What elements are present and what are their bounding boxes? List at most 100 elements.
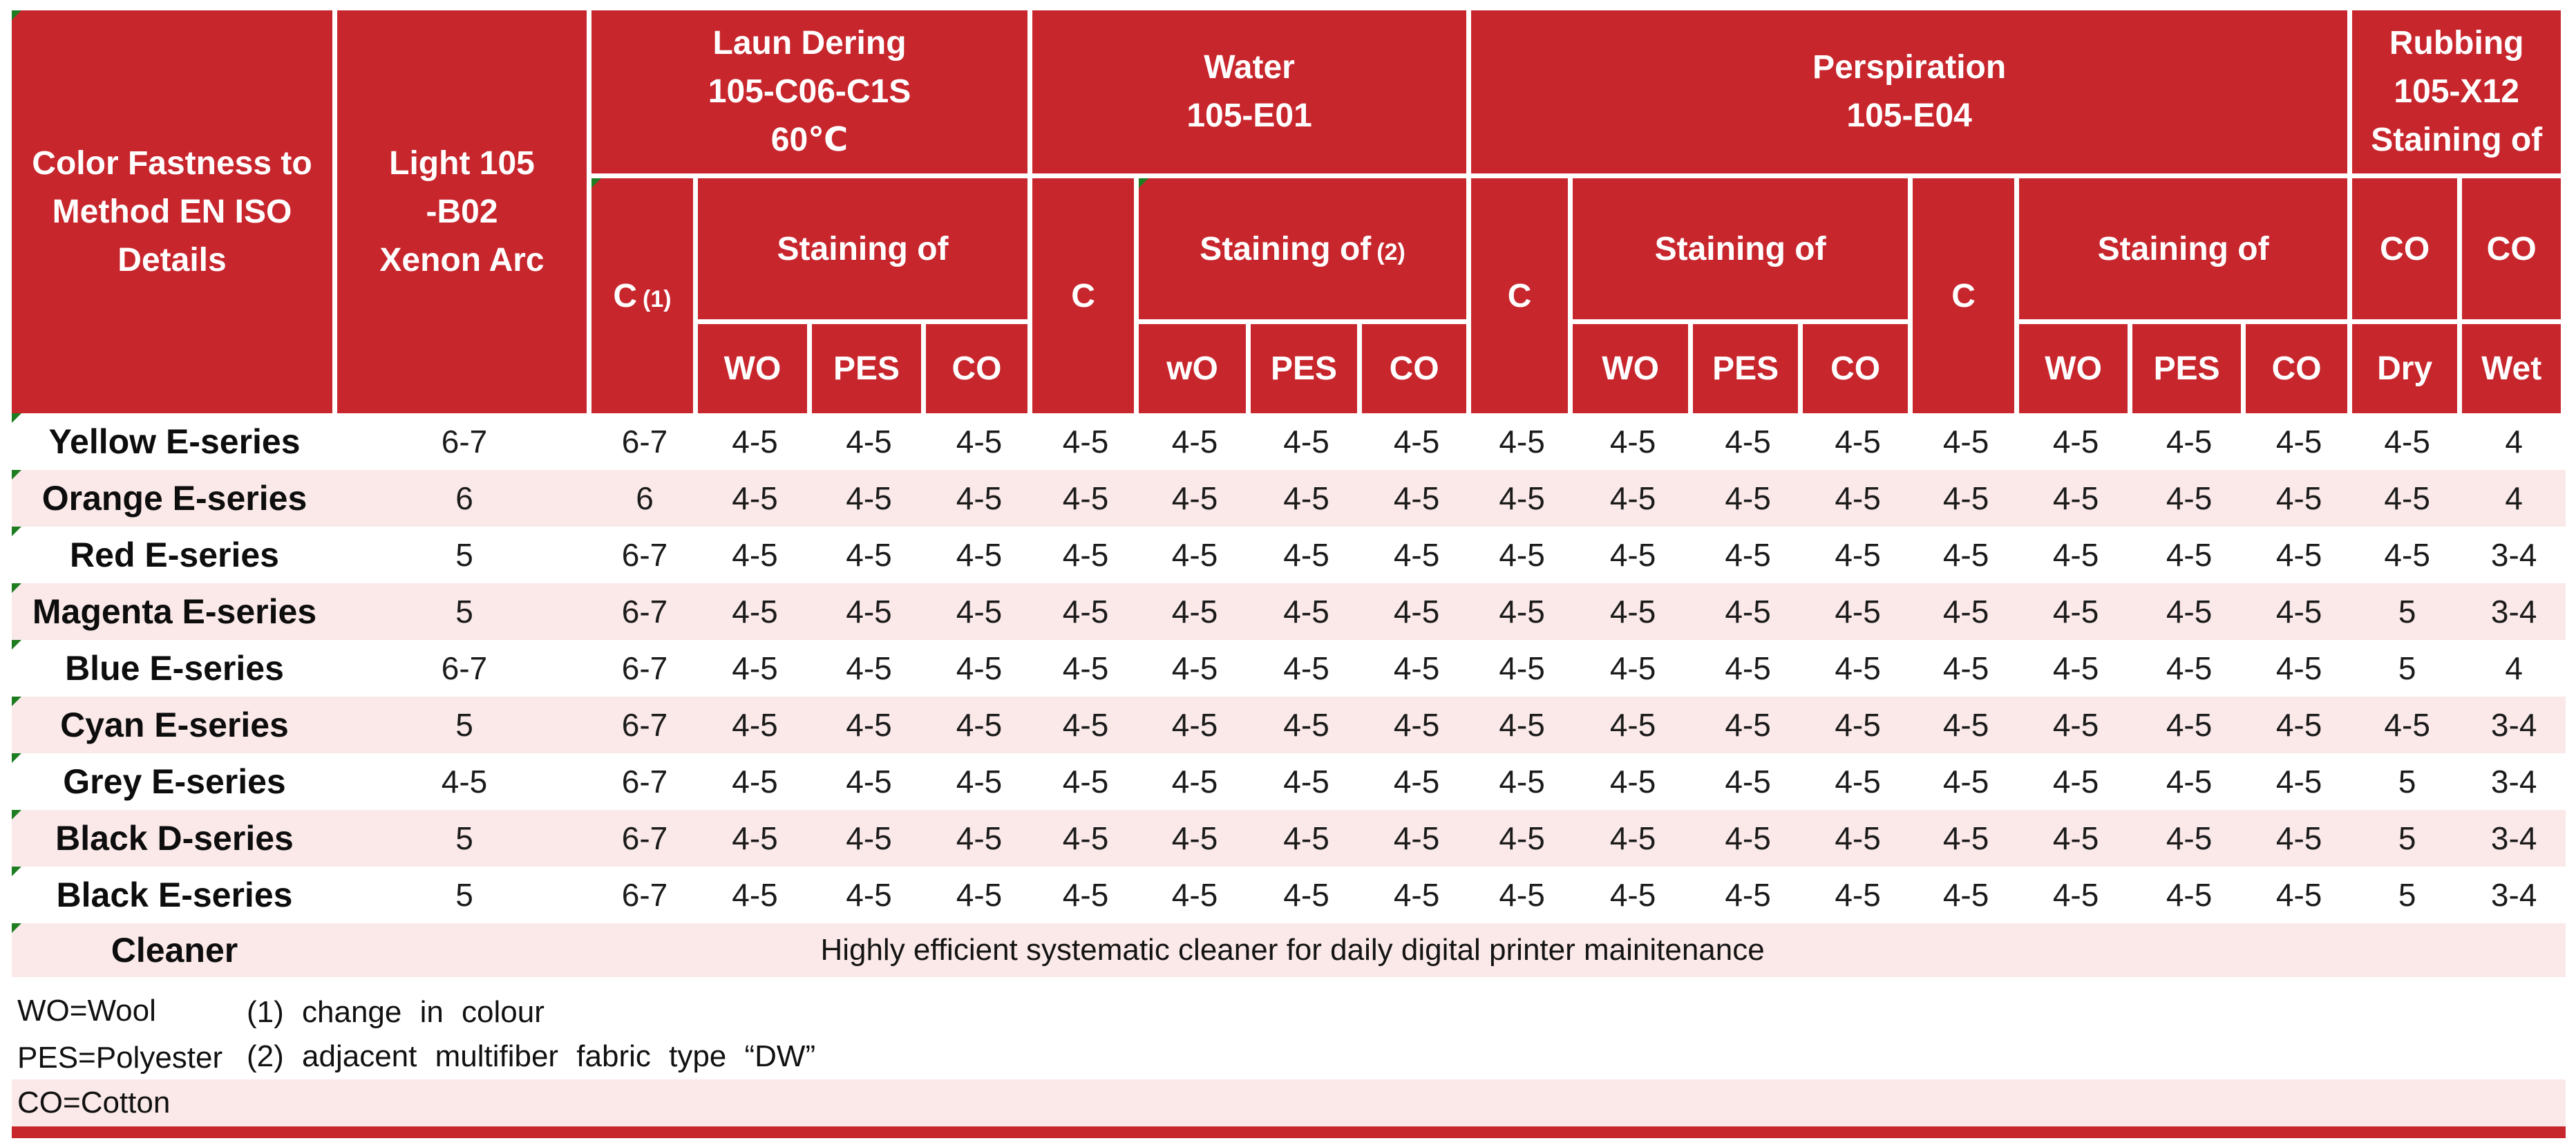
table-row: Black D-series 5 6-7 4-5 4-5 4-5 4-5 4-5 4-5 4-5 4…: [12, 810, 2566, 867]
grade-cell: 4-5: [956, 480, 1003, 516]
grade-cell: 4-5: [1942, 424, 1989, 460]
grade-cell: 4-5: [1062, 877, 1109, 913]
grade-cell: 4-5: [1171, 650, 1218, 686]
grade-cell: 6-7: [621, 820, 668, 856]
header-fiber-wo: WO: [2019, 324, 2133, 413]
grade-cell: 4-5: [1835, 480, 1881, 516]
legend-co-band: CO=Cotton: [12, 1079, 2566, 1126]
fiber-label: CO: [2486, 230, 2537, 267]
header-group-laundering: Laun Dering 105-C06-C1S 60℃: [591, 10, 1033, 178]
grade-cell: 4-5: [1393, 764, 1440, 800]
grade-cell: 3-4: [2490, 820, 2537, 856]
grade-cell: 4-5: [1283, 707, 1329, 743]
grade-cell: 4-5: [2166, 594, 2213, 630]
grade-cell: 4-5: [1171, 480, 1218, 516]
grade-cell: 4-5: [2384, 537, 2430, 573]
table-row: Cleaner Highly efficient systematic clea…: [12, 923, 2566, 977]
grade-cell: 4-5: [1393, 480, 1440, 516]
grade-cell: 4-5: [1835, 820, 1881, 856]
grade-cell: 4-5: [2052, 650, 2099, 686]
header-line: 105-C06-C1S: [708, 73, 911, 110]
grade-cell: 4-5: [1942, 594, 1989, 630]
grade-cell: 4: [2505, 650, 2523, 686]
grade-cell: 3-4: [2490, 594, 2537, 630]
grade-cell: 4-5: [2384, 480, 2430, 516]
header-fiber-co: CO: [1803, 324, 1913, 413]
grade-cell: 4-5: [1835, 537, 1881, 573]
grade-cell: 4-5: [1062, 480, 1109, 516]
header-fiber-pes: PES: [1693, 324, 1803, 413]
grade-cell: 4-5: [1062, 650, 1109, 686]
header-rubbing-co-wet: CO: [2462, 178, 2566, 324]
header-group-water: Water 105-E01: [1032, 10, 1472, 178]
grade-cell: 4-5: [1393, 820, 1440, 856]
grade-cell: 5: [455, 877, 473, 913]
grade-cell: 4-5: [1283, 820, 1329, 856]
grade-cell: 4: [2505, 480, 2523, 516]
bottom-red-bar: [12, 1126, 2566, 1138]
grade-cell: 4-5: [1393, 424, 1440, 460]
header-line: Perspiration: [1812, 49, 2007, 86]
header-fiber-co: CO: [2246, 324, 2353, 413]
staining-label: Staining of: [1654, 230, 1826, 267]
grade-cell: 4-5: [2166, 764, 2213, 800]
grade-cell: 4-5: [2052, 480, 2099, 516]
grade-cell: 3-4: [2490, 764, 2537, 800]
header-line: -B02: [426, 193, 498, 230]
grade-cell: 6: [455, 480, 473, 516]
header-perspiration-change-1: C: [1471, 178, 1573, 413]
grade-cell: 4-5: [2384, 424, 2430, 460]
grade-cell: 4-5: [2275, 764, 2322, 800]
grade-cell: 4-5: [1283, 764, 1329, 800]
header-perspiration-change-2: C: [1913, 178, 2020, 413]
grade-cell: 4-5: [2052, 820, 2099, 856]
row-label: Black D-series: [12, 810, 337, 867]
grade-cell: 4-5: [1835, 707, 1881, 743]
row-label: Cyan E-series: [12, 697, 337, 753]
grade-cell: 4-5: [1609, 424, 1656, 460]
fiber-label: CO: [2380, 230, 2430, 267]
header-fiber-wo: WO: [698, 324, 812, 413]
grade-cell: 4-5: [846, 424, 892, 460]
staining-label: Staining of: [777, 230, 949, 267]
grade-cell: 4-5: [846, 537, 892, 573]
header-water-change: C: [1032, 178, 1139, 413]
table-header: Color Fastness to Method EN ISO Details …: [12, 10, 2566, 413]
grade-cell: 4-5: [1283, 480, 1329, 516]
grade-cell: 4-5: [956, 877, 1003, 913]
row-label: Magenta E-series: [12, 583, 337, 640]
header-rubbing-dry: Dry: [2352, 324, 2463, 413]
header-line: Color Fastness to: [32, 144, 312, 182]
grade-cell: 6: [636, 480, 654, 516]
grade-cell: 4-5: [1062, 764, 1109, 800]
grade-cell: 4-5: [1062, 424, 1109, 460]
grade-cell: 4-5: [1171, 424, 1218, 460]
header-laundering-change: C (1): [591, 178, 698, 413]
row-label: Grey E-series: [12, 753, 337, 810]
grade-cell: 5: [2398, 764, 2416, 800]
grade-cell: 4-5: [1171, 764, 1218, 800]
legend-wo: WO=Wool: [17, 994, 156, 1028]
grade-cell: 4-5: [956, 707, 1003, 743]
grade-cell: 4-5: [2166, 877, 2213, 913]
header-perspiration-staining-2: Staining of: [2019, 178, 2353, 324]
grade-cell: 4-5: [1609, 480, 1656, 516]
grade-cell: 4-5: [2052, 424, 2099, 460]
grade-cell: 4-5: [1499, 537, 1545, 573]
grade-cell: 4-5: [1942, 820, 1989, 856]
grade-cell: 6-7: [621, 424, 668, 460]
row-label: Black E-series: [12, 867, 337, 923]
header-line: Method EN ISO: [52, 193, 292, 230]
grade-cell: 4-5: [956, 537, 1003, 573]
grade-cell: 6-7: [621, 537, 668, 573]
grade-cell: 6-7: [621, 594, 668, 630]
grade-cell: 5: [2398, 650, 2416, 686]
grade-cell: 5: [455, 820, 473, 856]
table-row: Red E-series 5 6-7 4-5 4-5 4-5 4-5 4-5 4-5 4-5 4-5…: [12, 527, 2566, 583]
grade-cell: 4-5: [1725, 537, 1771, 573]
grade-cell: 6-7: [621, 877, 668, 913]
grade-cell: 4-5: [2275, 424, 2322, 460]
grade-cell: 4-5: [732, 537, 778, 573]
grade-cell: 4-5: [732, 480, 778, 516]
